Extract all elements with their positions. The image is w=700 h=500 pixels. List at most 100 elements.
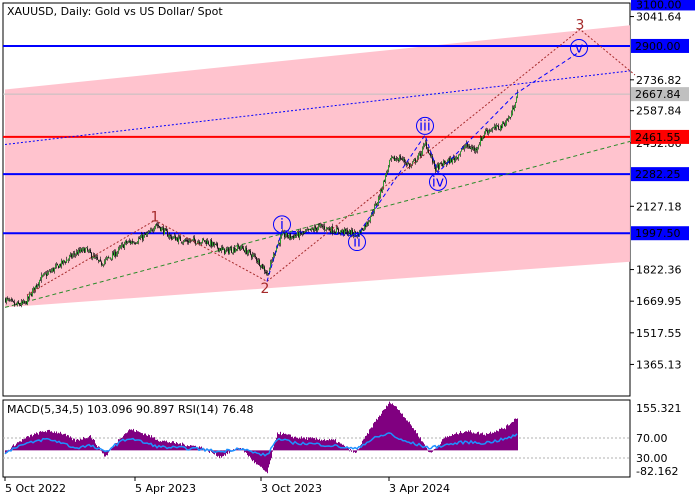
macd-bar (225, 450, 226, 456)
macd-bar (416, 433, 417, 451)
macd-bar (513, 421, 514, 451)
macd-bar (303, 437, 304, 451)
macd-bar (32, 436, 33, 451)
macd-bar (331, 439, 332, 451)
candle-body (155, 224, 156, 229)
candle-body (485, 129, 486, 134)
candle-body (140, 237, 141, 239)
trendlines (4, 70, 631, 308)
macd-bar (317, 439, 318, 451)
macd-bar (274, 443, 275, 451)
candle-body (51, 270, 52, 272)
candle-body (304, 231, 305, 233)
candle-body (429, 153, 430, 154)
macd-bar (359, 448, 360, 451)
candle-body (390, 158, 391, 160)
candle-body (511, 113, 512, 118)
macd-bar (357, 449, 358, 451)
macd-bar (415, 429, 416, 451)
candle-body (281, 234, 282, 238)
level-label-box (631, 38, 689, 53)
candle-body (171, 236, 172, 240)
macd-bar (369, 429, 370, 451)
price-axis: 3041.642736.822587.842432.862127.181822.… (630, 0, 695, 371)
macd-bar (333, 439, 334, 451)
macd-bar (44, 431, 45, 451)
macd-bar (151, 435, 152, 451)
candle-body (120, 247, 121, 248)
candle-body (361, 228, 362, 233)
macd-bar (285, 433, 286, 451)
macd-bar (287, 434, 288, 451)
macd-bar (259, 450, 260, 466)
macd-bar (467, 431, 468, 451)
candle-body (445, 162, 446, 164)
candle-body (90, 249, 91, 253)
candle-body (33, 287, 34, 291)
candle-body (106, 257, 107, 259)
macd-bar (233, 449, 234, 451)
candle-body (434, 160, 435, 167)
macd-bar (456, 432, 457, 451)
candle-body (491, 130, 492, 132)
level-label: 2461.55 (635, 131, 681, 144)
candle-body (353, 234, 354, 236)
macd-bar (345, 447, 346, 451)
macd-bar (46, 432, 47, 451)
candle-body (81, 249, 82, 252)
candle-body (302, 232, 303, 235)
macd-bar (95, 443, 96, 451)
macd-bar (384, 409, 385, 451)
candle-body (266, 271, 267, 274)
candle-body (370, 217, 371, 222)
indicator-label: MACD(5,34,5) 103.096 90.897 RSI(14) 76.4… (7, 403, 253, 416)
candle-body (185, 239, 186, 241)
macd-bar (270, 450, 271, 461)
wave-path (26, 28, 636, 296)
macd-bar (414, 430, 415, 451)
indicator-tick-label: 70.00 (636, 432, 668, 445)
candle-body (11, 299, 12, 301)
candle-body (495, 126, 496, 129)
candle-body (29, 294, 30, 298)
candle-body (167, 230, 168, 237)
candle-body (87, 248, 88, 251)
candle-body (379, 196, 380, 198)
candle-body (316, 227, 317, 231)
candle-body (488, 130, 489, 134)
candle-body (475, 148, 476, 152)
macd-bar (296, 437, 297, 451)
macd-bar (249, 450, 250, 456)
candle-body (317, 228, 318, 231)
candle-body (454, 157, 455, 161)
wave-circle (429, 172, 447, 191)
macd-bar (67, 434, 68, 451)
macd-bar (449, 435, 450, 451)
candle-body (449, 158, 450, 164)
candle-body (465, 145, 466, 148)
candle-body (252, 254, 253, 257)
macd-bar (505, 429, 506, 451)
candle-body (132, 241, 133, 243)
candle-body (251, 255, 252, 258)
macd-bar (265, 450, 266, 472)
candle-body (439, 163, 440, 170)
candle-body (344, 228, 345, 235)
candle-body (341, 230, 342, 232)
candle-body (482, 136, 483, 141)
candle-body (499, 129, 500, 131)
candle-body (401, 158, 402, 160)
macd-bar (447, 436, 448, 451)
candle-body (253, 254, 254, 256)
macd-bar (426, 447, 427, 451)
candle-body (315, 226, 316, 229)
macd-bar (382, 410, 383, 451)
candle-body (72, 255, 73, 257)
macd-bar (380, 415, 381, 451)
candle-body (270, 262, 271, 269)
macd-bar (436, 448, 437, 451)
macd-bar (311, 438, 312, 451)
macd-bar (252, 450, 253, 462)
macd-bar (130, 429, 131, 451)
macd-bar (452, 433, 453, 451)
